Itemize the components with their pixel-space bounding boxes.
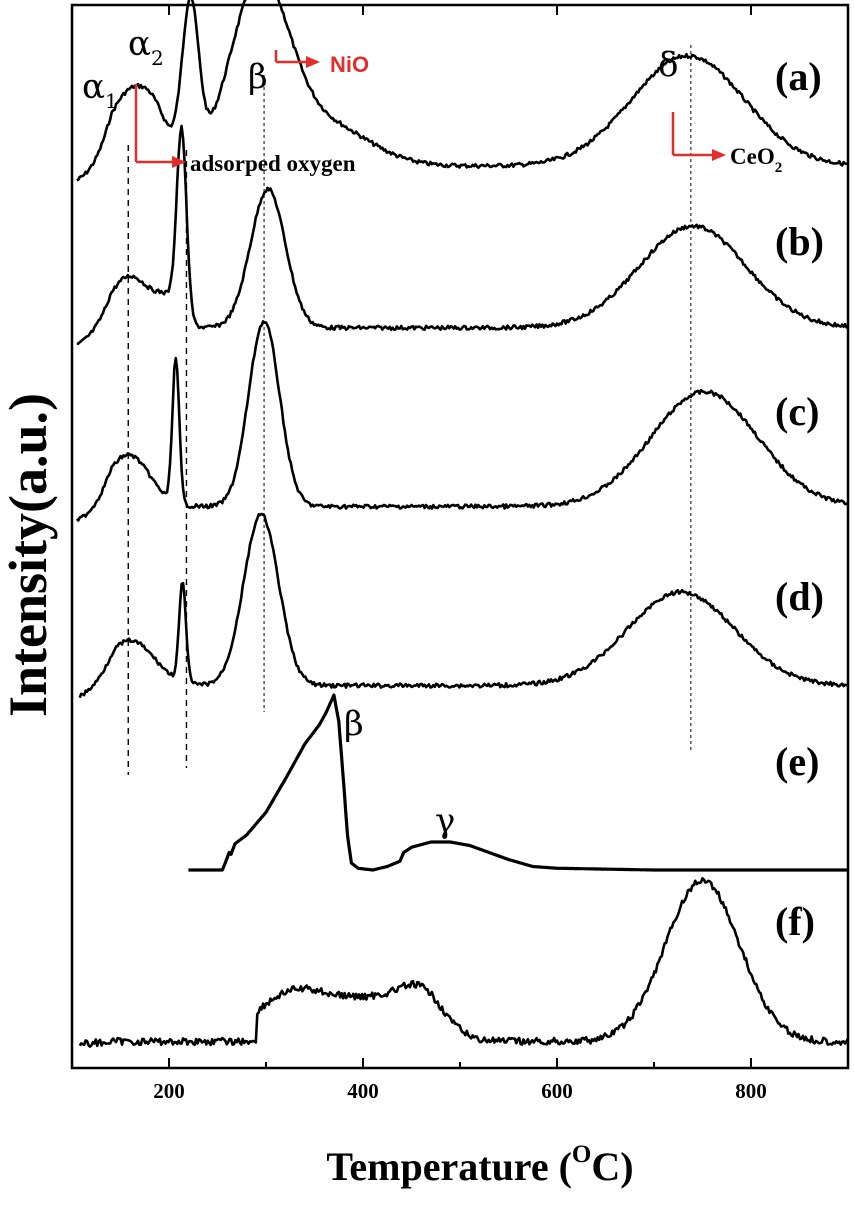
x-tick-label: 800 <box>735 1079 767 1103</box>
ceo2-arrow <box>671 112 726 161</box>
curve-c <box>75 320 849 522</box>
curves <box>75 0 850 1048</box>
x-tick-label: 600 <box>541 1079 573 1103</box>
panel-label-c: (c) <box>775 389 819 434</box>
gamma-label-e: γ <box>435 801 455 841</box>
curve-b <box>76 124 849 345</box>
curve-f <box>78 877 850 1048</box>
x-axis-ticks: 200 400 600 800 <box>71 5 849 1103</box>
x-axis-title: Temperature (OC) <box>326 1141 633 1189</box>
x-tick-label: 400 <box>347 1079 379 1103</box>
panel-label-d: (d) <box>775 574 824 619</box>
panel-label-e: (e) <box>775 739 819 784</box>
delta-label: δ <box>658 45 678 85</box>
curve-a <box>76 0 849 182</box>
y-axis-title: Intensity(a.u.) <box>0 393 58 717</box>
beta-label-e: β <box>344 704 364 744</box>
adsorbed-oxygen-label: adsorped oxygen <box>190 151 356 176</box>
alpha1-label: α1 <box>82 67 118 113</box>
reference-lines <box>127 45 692 775</box>
adsorbed-oxygen-arrow <box>134 84 186 168</box>
curve-d <box>78 512 849 699</box>
beta-label-top: β <box>248 57 268 97</box>
x-tick-label: 200 <box>153 1079 185 1103</box>
x-axis-title-unit: C) <box>591 1144 633 1189</box>
panel-label-f: (f) <box>775 899 815 944</box>
curve-e <box>187 693 849 872</box>
nio-arrow <box>274 50 320 68</box>
x-axis-title-superscript: O <box>572 1141 591 1168</box>
panel-label-b: (b) <box>775 219 824 264</box>
ceo2-label: CeO2 <box>730 144 782 176</box>
alpha2-label: α2 <box>128 24 164 70</box>
x-axis-title-main: Temperature ( <box>326 1144 572 1189</box>
nio-label: NiO <box>330 52 369 77</box>
panel-label-a: (a) <box>775 54 822 99</box>
